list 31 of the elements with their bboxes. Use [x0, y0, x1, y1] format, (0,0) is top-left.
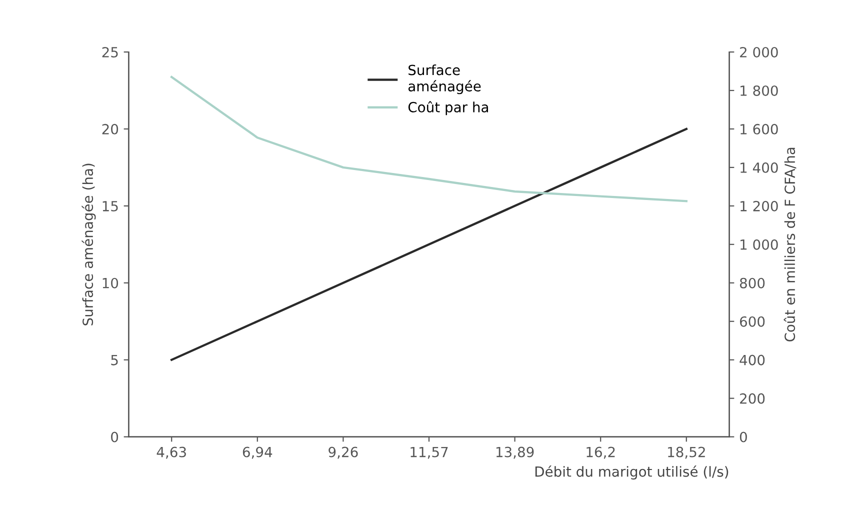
y2-tick-label: 2 000 [740, 46, 778, 58]
x-tick-label: 18,52 [668, 446, 705, 459]
y-tick-label: 10 [102, 278, 118, 288]
y2-tick-label: 1 800 [740, 85, 778, 96]
x-tick-label: 9,26 [328, 446, 358, 459]
x-tick-label: 4,63 [156, 446, 186, 459]
y2-axis-title: Coût en milliers de F CFA/ha [784, 148, 796, 342]
y2-tick-label: 1 600 [740, 124, 778, 134]
y2-tick-label: 1 400 [740, 162, 778, 173]
x-tick-label: 6,94 [242, 446, 272, 459]
line-series [170, 76, 688, 202]
x-tick-label: 11,57 [410, 446, 448, 459]
y-tick-label: 20 [102, 124, 118, 134]
legend-label: Coût par ha [408, 101, 488, 116]
y2-tick-label: 200 [740, 393, 765, 404]
x-tick-label: 16,2 [586, 446, 615, 459]
y2-tick-label: 1 000 [740, 239, 778, 250]
y-axis-title: Surface aménagée (ha) [82, 164, 96, 326]
y2-tick-label: 1 200 [740, 200, 778, 212]
y-tick-label: 25 [102, 46, 118, 58]
y2-tick-label: 0 [740, 432, 747, 442]
x-axis-title: Débit du marigot utilisé (l/s) [535, 466, 728, 480]
y2-tick-label: 800 [740, 278, 765, 288]
y-tick-label: 15 [102, 201, 118, 212]
y2-tick-label: 400 [740, 354, 765, 366]
y-tick-label: 5 [111, 354, 118, 366]
legend-label: Surface aménagée [408, 64, 481, 94]
x-tick-label: 13,89 [496, 446, 534, 459]
line-series [170, 128, 688, 361]
y-tick-label: 0 [111, 432, 118, 442]
y2-tick-label: 600 [740, 316, 765, 327]
